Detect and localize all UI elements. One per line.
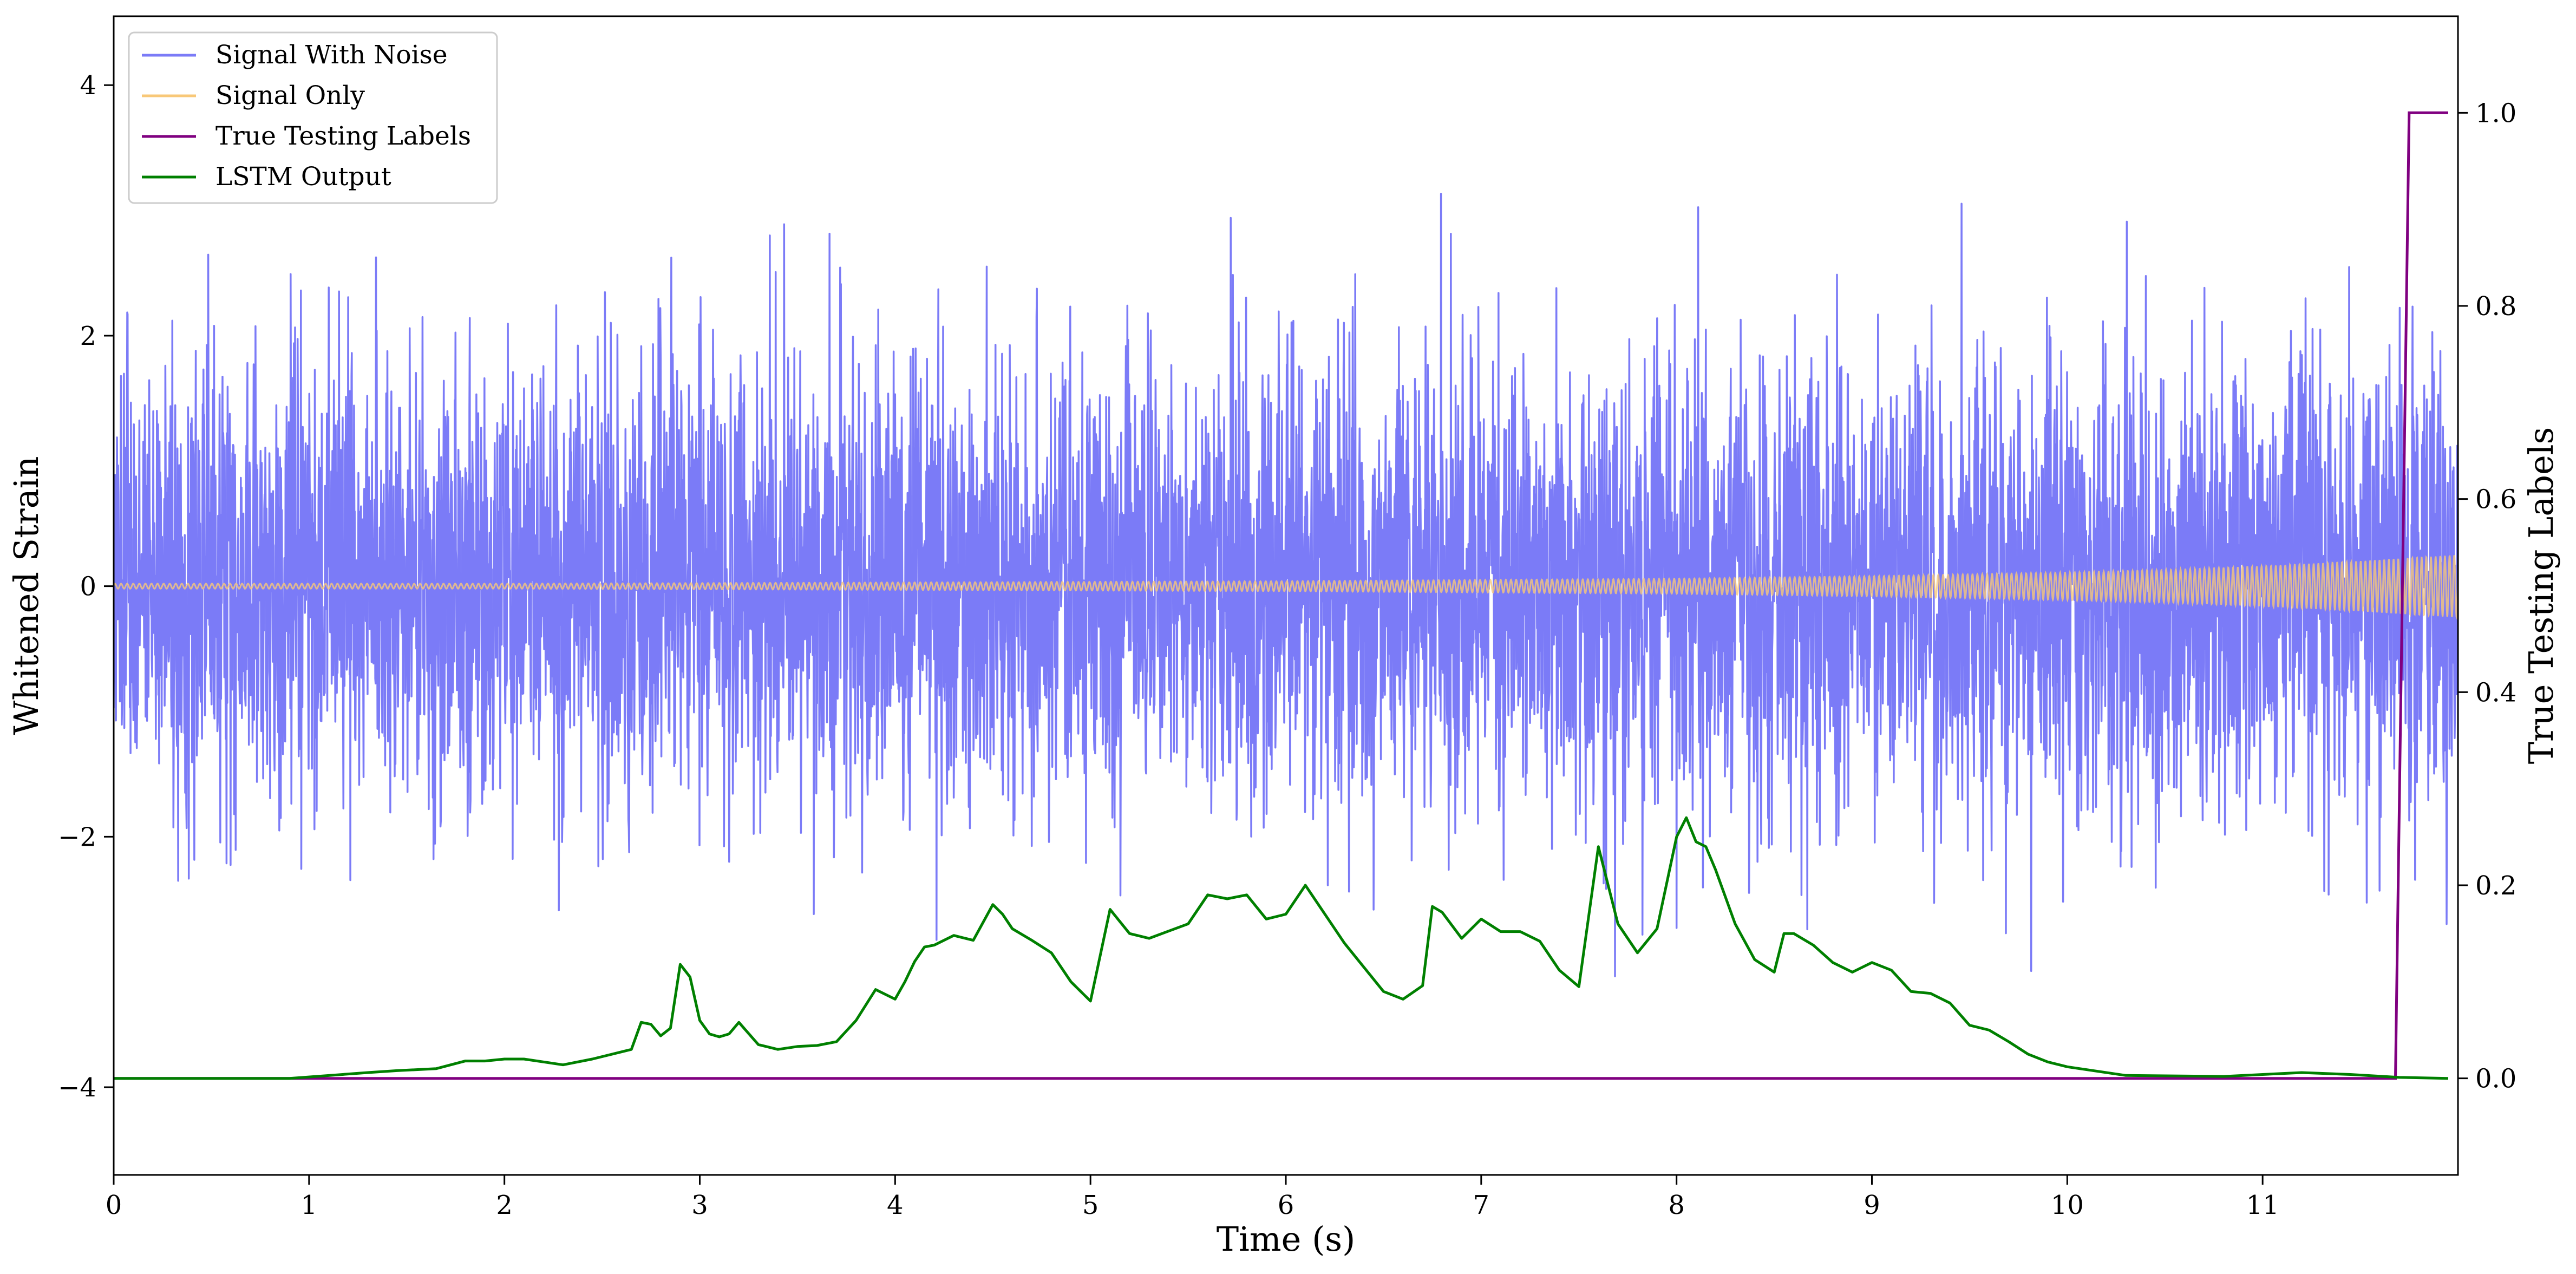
true-testing-labels-series [114,111,2448,1080]
legend-label-signal-only: Signal Only [215,81,365,110]
x-axis-ticks: 0 1 2 3 4 5 6 7 8 9 10 11 [106,1175,2279,1220]
lstm-output-series [114,816,2449,1080]
y2-tick-label: 0.2 [2475,871,2516,901]
y2-tick-label: 0.8 [2475,291,2516,322]
lstm-output-line [114,816,2449,1080]
x-tick-label: 0 [106,1190,122,1220]
y2-axis-ticks: 0.0 0.2 0.4 0.6 0.8 1.0 [2458,98,2516,1094]
signal-with-noise-line [114,193,2458,977]
x-tick-label: 3 [691,1190,708,1220]
legend-label-true-testing-labels: True Testing Labels [215,121,471,151]
legend-box [128,31,498,204]
x-tick-label: 11 [2246,1190,2279,1220]
y-axis-label: Whitened Strain [6,456,46,735]
y-tick-label: −2 [58,822,96,852]
true-testing-labels-line [114,111,2448,1080]
signal-only-line [114,555,2458,620]
y2-tick-label: 0.6 [2475,485,2516,515]
x-tick-label: 7 [1473,1190,1490,1220]
x-tick-label: 2 [496,1190,513,1220]
x-tick-label: 4 [887,1190,904,1220]
y-tick-label: 2 [80,321,96,351]
y-tick-label: −4 [58,1073,96,1103]
x-tick-label: 1 [301,1190,318,1220]
y2-tick-label: 1.0 [2475,98,2516,128]
y-axis-ticks: −4 −2 0 2 4 [58,70,114,1103]
y-tick-label: 4 [80,70,96,101]
x-tick-label: 9 [1864,1190,1880,1220]
y-tick-label: 0 [80,572,96,602]
x-tick-label: 8 [1668,1190,1685,1220]
x-tick-label: 10 [2051,1190,2084,1220]
legend: Signal With Noise Signal Only True Testi… [128,31,498,204]
x-axis-label: Time (s) [1217,1219,1356,1259]
x-tick-label: 6 [1278,1190,1294,1220]
y2-axis-label: True Testing Labels [2521,427,2561,765]
y2-tick-label: 0.0 [2475,1064,2516,1094]
x-tick-label: 5 [1082,1190,1099,1220]
signal-with-noise-series [114,193,2458,977]
y2-tick-label: 0.4 [2475,677,2516,708]
signal-only-series [114,555,2458,620]
legend-label-signal-with-noise: Signal With Noise [215,40,448,70]
legend-label-lstm-output: LSTM Output [215,162,391,192]
